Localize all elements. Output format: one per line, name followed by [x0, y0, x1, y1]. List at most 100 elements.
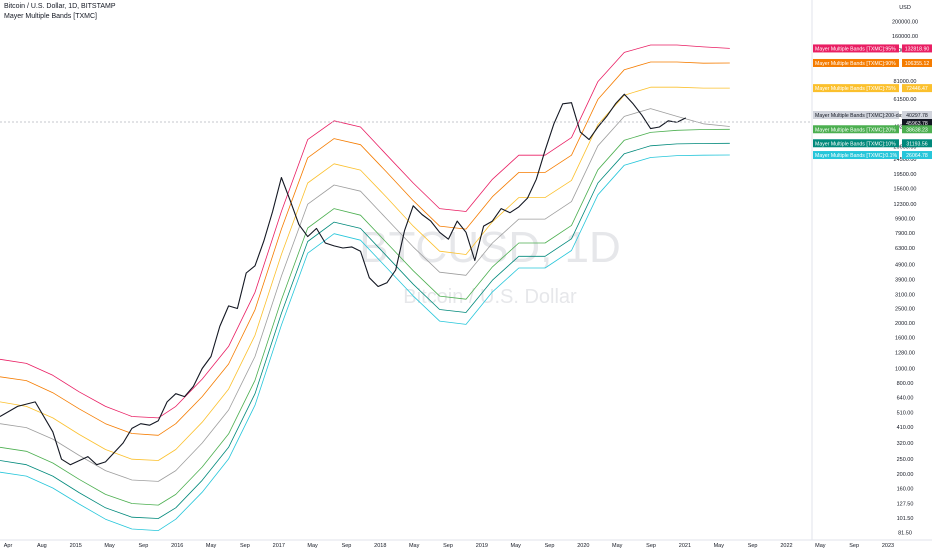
series-value: 40297.78: [906, 113, 928, 119]
price-label: Mayer Multiple Bands [TXMC]:200-day MA40…: [813, 111, 932, 119]
price-axis[interactable]: 200000.00160000.00130000.0081000.0061500…: [892, 20, 918, 537]
x-tick-label: May: [206, 543, 217, 549]
band-line: [0, 154, 730, 531]
y-tick-label: 800.00: [897, 381, 914, 387]
series-value-box: [902, 119, 932, 127]
x-tick-label: 2018: [374, 543, 386, 549]
series-name: Mayer Multiple Bands [TXMC]:95%: [815, 46, 896, 52]
x-tick-label: 2022: [780, 543, 792, 549]
series-value: 31193.56: [906, 141, 927, 147]
chart-title: Bitcoin / U.S. Dollar, 1D, BITSTAMP: [4, 3, 116, 10]
series-name-box: [813, 111, 899, 119]
y-tick-label: 640.00: [897, 396, 914, 402]
x-tick-label: May: [612, 543, 623, 549]
x-tick-label: Sep: [138, 543, 148, 549]
series-value-box: [902, 84, 932, 93]
series-name-box: [813, 151, 899, 160]
series-value: 38638.23: [906, 127, 928, 133]
y-tick-label: 1000.00: [895, 366, 915, 372]
price-label: Mayer Multiple Bands [TXMC]:95% 132818.90: [813, 44, 932, 53]
x-tick-label: 2023: [882, 543, 894, 549]
series-value-box: [902, 151, 932, 160]
band-line: [0, 61, 730, 436]
series-name: Mayer Multiple Bands [TXMC]:75%: [815, 86, 896, 92]
y-tick-label: 160.00: [897, 486, 914, 492]
price-label: 45963.78: [902, 119, 932, 127]
series-value: 26064.78: [906, 153, 928, 159]
x-tick-label: May: [409, 543, 420, 549]
y-tick-label: 510.00: [897, 411, 914, 417]
y-tick-label: 101.50: [897, 516, 914, 522]
x-tick-label: Apr: [4, 543, 13, 549]
y-tick-label: 7900.00: [895, 231, 915, 237]
x-tick-label: Sep: [240, 543, 250, 549]
y-tick-label: 250.00: [897, 457, 914, 463]
x-tick-label: May: [307, 543, 318, 549]
series-name-box: [813, 125, 899, 134]
y-tick-label: 200000.00: [892, 20, 918, 26]
x-tick-label: Sep: [849, 543, 859, 549]
y-tick-label: 9900.00: [895, 216, 915, 222]
x-tick-label: 2016: [171, 543, 183, 549]
x-tick-label: 2020: [577, 543, 589, 549]
y-tick-label: 61500.00: [894, 97, 917, 103]
y-tick-label: 3100.00: [895, 292, 915, 298]
price-label: Mayer Multiple Bands [TXMC]:0.1% 26064.78: [813, 151, 932, 160]
series-value-box: [902, 125, 932, 134]
series-value: 72446.47: [906, 86, 928, 92]
band-line: [0, 142, 730, 519]
x-tick-label: 2021: [679, 543, 691, 549]
series-value-box: [902, 58, 932, 67]
series-name-box: [813, 84, 899, 93]
band-line: [0, 128, 730, 506]
series-value-box: [902, 44, 932, 53]
series-name-box: [813, 58, 899, 67]
series-value: 106355.12: [905, 61, 930, 67]
price-line: [0, 93, 687, 466]
y-tick-label: 2000.00: [895, 321, 915, 327]
series-layer: [0, 44, 730, 531]
y-tick-label: 81.50: [898, 531, 912, 537]
x-tick-label: May: [714, 543, 725, 549]
y-tick-label: 15600.00: [894, 187, 917, 193]
series-name-box: [813, 139, 899, 148]
price-axis-unit: USD: [899, 5, 911, 11]
indicator-name[interactable]: Mayer Multiple Bands [TXMC]: [4, 13, 97, 20]
x-tick-label: May: [815, 543, 826, 549]
y-tick-label: 200.00: [897, 472, 914, 478]
series-value-box: [902, 139, 932, 148]
x-tick-label: 2015: [70, 543, 82, 549]
price-label: Mayer Multiple Bands [TXMC]:75% 72446.47: [813, 84, 932, 93]
y-tick-label: 160000.00: [892, 34, 918, 40]
series-name: Mayer Multiple Bands [TXMC]:20%: [815, 127, 896, 133]
series-value: 132818.90: [905, 46, 930, 52]
y-tick-label: 24500.00: [894, 157, 917, 163]
x-tick-label: Sep: [545, 543, 555, 549]
series-name: Mayer Multiple Bands [TXMC]:0.1%: [815, 153, 898, 159]
series-name-box: [813, 44, 899, 53]
x-tick-label: Sep: [443, 543, 453, 549]
price-label: Mayer Multiple Bands [TXMC]:90% 106355.12: [813, 58, 932, 67]
price-label: Mayer Multiple Bands [TXMC]:10% 31193.56: [813, 139, 932, 148]
watermark-symbol: BTCUSD, 1D: [359, 223, 621, 272]
x-tick-label: Sep: [748, 543, 758, 549]
series-name: Mayer Multiple Bands [TXMC]:90%: [815, 61, 896, 67]
series-value-box: [902, 111, 932, 119]
series-value: 45963.78: [906, 121, 928, 127]
band-line: [0, 108, 730, 482]
y-tick-label: 1600.00: [895, 336, 915, 342]
x-tick-label: May: [510, 543, 521, 549]
time-axis[interactable]: Apr Aug 2015 May Sep 2016 May Sep 2017 May Sep 2018…: [4, 543, 894, 549]
y-tick-label: 410.00: [897, 425, 914, 431]
y-tick-label: 3900.00: [895, 277, 915, 283]
series-name: Mayer Multiple Bands [TXMC]:200-day MA: [815, 113, 914, 119]
series-name: Mayer Multiple Bands [TXMC]:10%: [815, 141, 896, 147]
y-tick-label: 127.50: [897, 501, 914, 507]
y-tick-label: 2500.00: [895, 306, 915, 312]
x-tick-label: Sep: [646, 543, 656, 549]
series-price-labels: Mayer Multiple Bands [TXMC]:95% 132818.90…: [813, 44, 932, 160]
y-tick-label: 320.00: [897, 441, 914, 447]
x-tick-label: 2017: [273, 543, 285, 549]
y-tick-label: 6300.00: [895, 246, 915, 252]
